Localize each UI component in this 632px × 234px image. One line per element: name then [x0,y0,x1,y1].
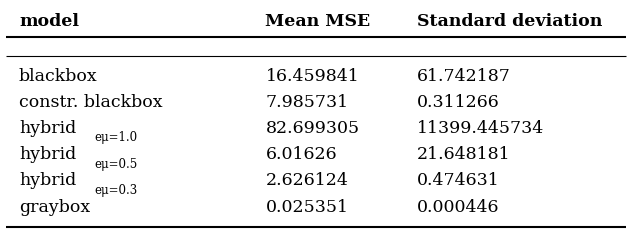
Text: 11399.445734: 11399.445734 [417,120,544,137]
Text: 0.311266: 0.311266 [417,94,500,111]
Text: 0.474631: 0.474631 [417,172,500,189]
Text: model: model [19,13,79,29]
Text: 0.025351: 0.025351 [265,199,348,216]
Text: 16.459841: 16.459841 [265,68,359,84]
Text: 61.742187: 61.742187 [417,68,511,84]
Text: 0.000446: 0.000446 [417,199,500,216]
Text: hybrid: hybrid [19,120,76,137]
Text: hybrid: hybrid [19,146,76,163]
Text: Mean MSE: Mean MSE [265,13,370,29]
Text: 21.648181: 21.648181 [417,146,511,163]
Text: blackbox: blackbox [19,68,97,84]
Text: constr. blackbox: constr. blackbox [19,94,162,111]
Text: 82.699305: 82.699305 [265,120,360,137]
Text: eμ=0.5: eμ=0.5 [94,157,137,171]
Text: eμ=0.3: eμ=0.3 [94,184,137,197]
Text: 6.01626: 6.01626 [265,146,337,163]
Text: Standard deviation: Standard deviation [417,13,602,29]
Text: 7.985731: 7.985731 [265,94,349,111]
Text: 2.626124: 2.626124 [265,172,348,189]
Text: eμ=1.0: eμ=1.0 [94,131,137,144]
Text: hybrid: hybrid [19,172,76,189]
Text: graybox: graybox [19,199,90,216]
